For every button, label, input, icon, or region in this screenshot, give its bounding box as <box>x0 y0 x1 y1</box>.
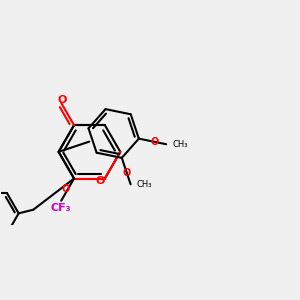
Text: O: O <box>151 137 159 147</box>
Text: O: O <box>95 176 104 186</box>
Text: O: O <box>123 168 131 178</box>
Text: CH₃: CH₃ <box>172 140 188 149</box>
Text: CH₃: CH₃ <box>136 180 152 189</box>
Text: CF₃: CF₃ <box>51 203 71 213</box>
Text: O: O <box>62 184 70 194</box>
Text: O: O <box>58 95 68 105</box>
